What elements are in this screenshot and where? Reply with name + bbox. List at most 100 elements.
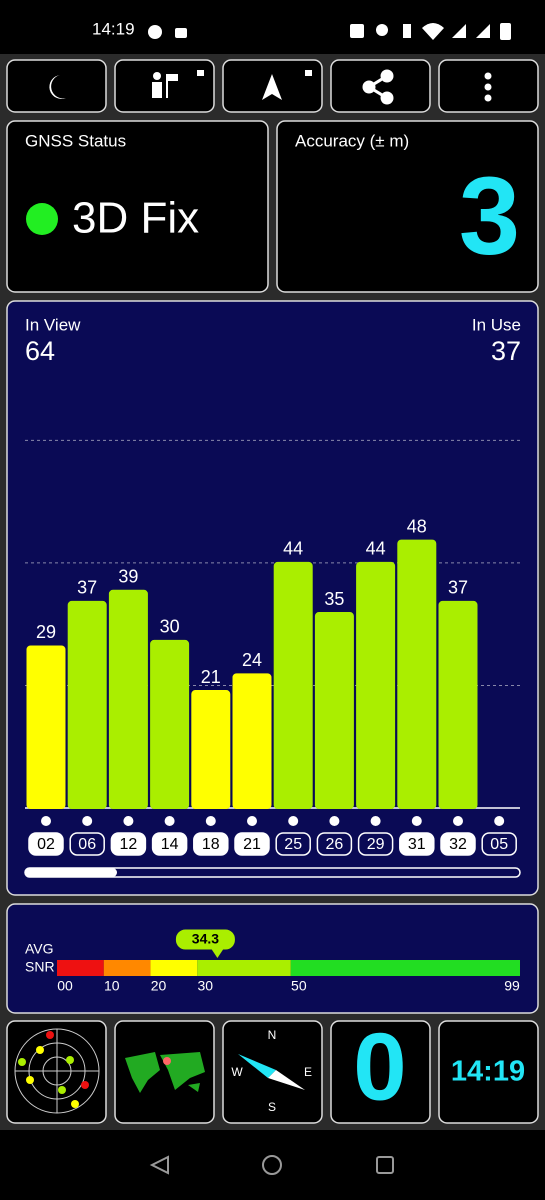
- recents-button[interactable]: [376, 1156, 394, 1174]
- bar-value: 24: [242, 650, 262, 670]
- lock-icon: [305, 70, 312, 76]
- in-use-label: In Use: [472, 315, 521, 334]
- bar-value: 37: [77, 578, 97, 598]
- bar-value: 21: [201, 667, 221, 687]
- sat-dot: [247, 816, 257, 826]
- night-button[interactable]: [6, 59, 107, 113]
- bottom-tiles: N E S W 0 14:19: [6, 1013, 539, 1124]
- arrow-icon: [262, 74, 282, 100]
- compass-s: S: [268, 1100, 276, 1114]
- sat-dot: [494, 816, 505, 826]
- status-button[interactable]: [114, 59, 215, 113]
- skyplot-sats: [18, 1031, 89, 1108]
- prn-label: 06: [78, 836, 96, 853]
- prn-box: [151, 832, 188, 856]
- prn-label: 21: [243, 836, 261, 853]
- snr-tick-label: 00: [57, 978, 73, 994]
- clock-value: 14:19: [451, 1056, 525, 1088]
- snr-tick-label: 10: [104, 978, 120, 994]
- snr-band: [103, 960, 151, 976]
- prn-box: [275, 832, 311, 856]
- world-map: [125, 1052, 205, 1093]
- snr-label: SNR: [25, 959, 55, 975]
- snr-tick-label: 30: [198, 978, 214, 994]
- bar-value: 44: [366, 539, 386, 559]
- prn-box: [440, 832, 476, 856]
- fix-text: 3D Fix: [72, 194, 199, 243]
- sat-dot: [329, 816, 340, 826]
- prn-box: [481, 832, 517, 856]
- back-button[interactable]: [149, 1155, 169, 1175]
- snr-pointer: [211, 949, 224, 958]
- accuracy-title: Accuracy (± m): [295, 131, 409, 150]
- snr-band: [290, 960, 520, 976]
- snr-bubble: [174, 928, 236, 951]
- bar-value: 39: [118, 567, 138, 587]
- snr-band: [57, 960, 104, 976]
- sat-dot: [205, 816, 216, 826]
- snr-value: 34.3: [192, 931, 219, 947]
- status-bar: [0, 0, 545, 54]
- map-tile[interactable]: [114, 1020, 215, 1124]
- clock-tile[interactable]: [438, 1020, 539, 1124]
- fix-indicator: [26, 203, 58, 235]
- prn-box: [69, 832, 105, 856]
- prn-label: 31: [408, 836, 426, 853]
- bar-value: 48: [407, 516, 427, 536]
- snr-panel: [6, 903, 539, 1014]
- bar: [438, 600, 478, 809]
- skyplot: [14, 1028, 100, 1114]
- snr-tick-label: 50: [291, 978, 307, 994]
- compass-w: W: [231, 1065, 243, 1079]
- bar-value: 37: [448, 578, 468, 598]
- bar: [26, 645, 66, 809]
- sat-dot: [82, 816, 93, 826]
- prn-box: [399, 832, 435, 856]
- bar: [356, 561, 396, 809]
- status-time: 14:19: [92, 19, 135, 38]
- snr-scale: 00 10 20 30 50 99 34.3: [57, 928, 520, 994]
- bar: [150, 639, 190, 810]
- count-tile[interactable]: [330, 1020, 431, 1124]
- bar-value: 35: [324, 589, 344, 609]
- gnss-card: [6, 120, 269, 293]
- menu-icon: [484, 72, 492, 102]
- sat-dot: [411, 816, 422, 826]
- scroll-thumb[interactable]: [25, 868, 117, 877]
- accuracy-value: 3: [459, 155, 520, 278]
- home-button[interactable]: [262, 1155, 282, 1175]
- share-icon: [362, 69, 394, 105]
- in-view-value: 64: [25, 336, 55, 366]
- nav-bar: [0, 1130, 545, 1200]
- bar: [232, 673, 272, 809]
- prn-label: 25: [284, 836, 302, 853]
- compass-e: E: [304, 1065, 312, 1079]
- prn-label: 32: [449, 836, 467, 853]
- snr-tick-label: 99: [504, 978, 520, 994]
- sat-dot: [453, 816, 463, 826]
- share-button[interactable]: [330, 59, 431, 113]
- prn-box: [110, 832, 147, 856]
- bar-value: 29: [36, 622, 56, 642]
- sat-dot: [164, 816, 175, 826]
- location-marker: [163, 1057, 171, 1065]
- in-use-value: 37: [491, 336, 521, 366]
- toolbar: [6, 59, 539, 113]
- sat-dot: [288, 816, 299, 826]
- prn-label: 29: [367, 836, 385, 853]
- prn-box: [234, 832, 270, 856]
- bar: [108, 589, 148, 810]
- bar-value: 30: [160, 617, 180, 637]
- sat-dot: [370, 816, 381, 826]
- compass-needle: [238, 1054, 276, 1078]
- prn-box: [28, 832, 64, 856]
- bar: [314, 612, 354, 809]
- snr-label: AVG: [25, 941, 54, 957]
- prn-label: 12: [120, 836, 138, 853]
- prn-box: [357, 832, 394, 856]
- bar: [67, 600, 107, 809]
- prn-box: [193, 832, 229, 856]
- prn-box: [316, 832, 353, 856]
- sat-dot: [41, 816, 51, 826]
